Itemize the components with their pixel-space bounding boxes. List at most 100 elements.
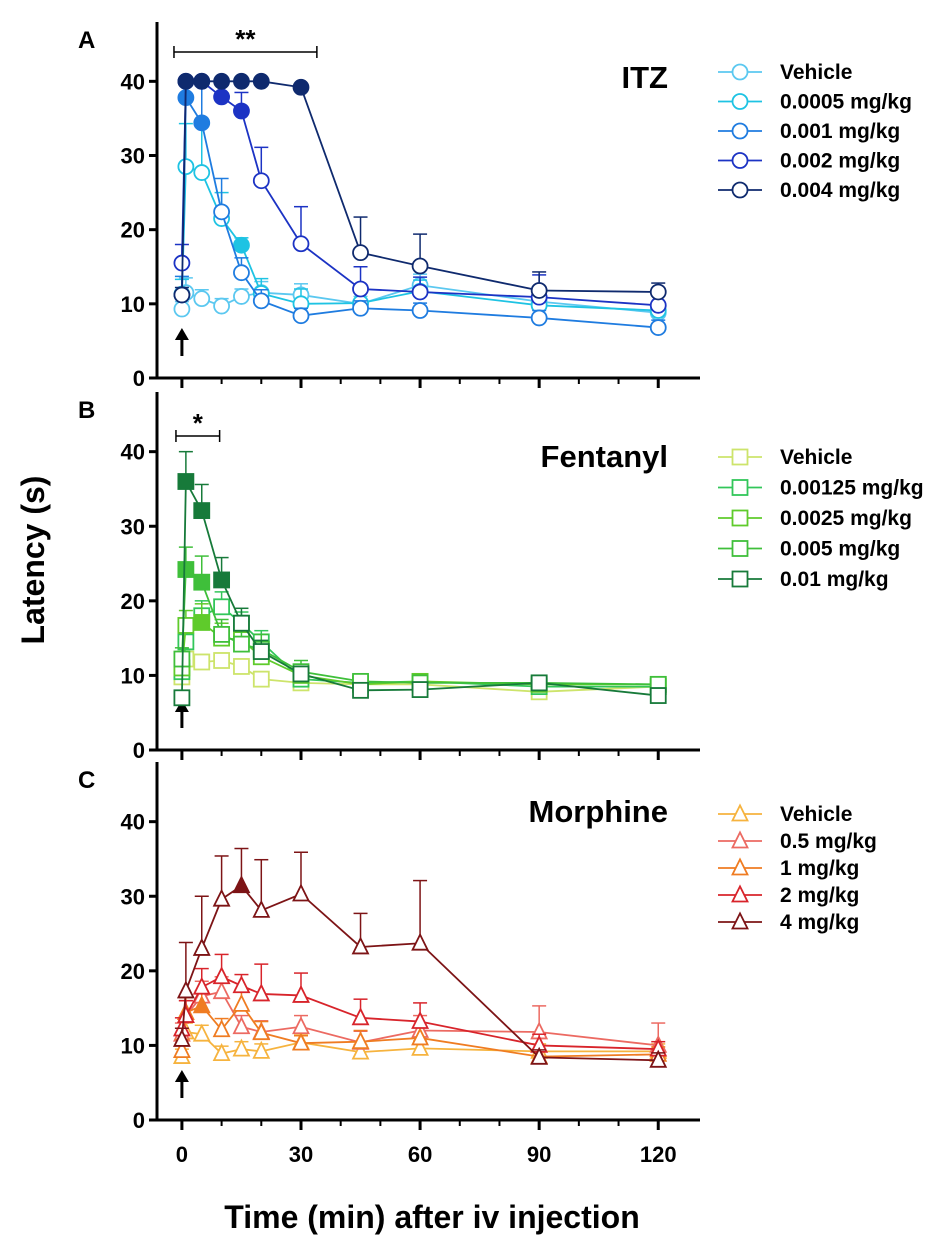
panel-title: Morphine bbox=[529, 794, 669, 829]
data-point bbox=[213, 598, 231, 616]
data-point bbox=[252, 72, 270, 90]
significance-label: ** bbox=[235, 24, 256, 54]
legend-entry: Vehicle bbox=[718, 446, 852, 469]
data-point bbox=[411, 302, 429, 319]
data-point bbox=[292, 883, 310, 902]
data-point bbox=[351, 1031, 370, 1050]
data-point bbox=[352, 280, 369, 298]
legend-marker bbox=[731, 152, 749, 169]
data-point bbox=[213, 203, 231, 221]
x-tick-label: 120 bbox=[640, 1142, 677, 1167]
data-point bbox=[193, 502, 211, 519]
data-point bbox=[173, 300, 191, 318]
data-point bbox=[530, 309, 548, 327]
y-tick-label: 30 bbox=[121, 144, 145, 169]
data-point bbox=[177, 617, 195, 634]
legend-marker bbox=[731, 911, 749, 930]
y-tick-label: 20 bbox=[121, 959, 145, 984]
data-point bbox=[193, 653, 211, 671]
data-point bbox=[212, 1042, 231, 1061]
y-tick-label: 10 bbox=[121, 1033, 145, 1058]
data-point bbox=[176, 980, 195, 999]
data-point bbox=[213, 652, 231, 669]
data-point bbox=[232, 1016, 251, 1035]
y-tick-label: 40 bbox=[121, 810, 145, 835]
y-tick-label: 40 bbox=[121, 69, 145, 94]
data-point bbox=[252, 172, 270, 190]
legend-marker bbox=[731, 570, 749, 588]
legend-marker bbox=[731, 857, 749, 876]
data-point bbox=[177, 158, 195, 176]
data-point bbox=[193, 614, 211, 631]
legend-marker bbox=[731, 93, 749, 110]
data-point bbox=[213, 297, 231, 315]
y-tick-label: 10 bbox=[121, 663, 145, 688]
legend-label: Vehicle bbox=[780, 446, 852, 469]
legend-label: Vehicle bbox=[780, 803, 852, 826]
legend-entry: Vehicle bbox=[718, 803, 852, 826]
data-point bbox=[252, 670, 270, 688]
data-point bbox=[233, 614, 250, 632]
legend-entry: 4 mg/kg bbox=[718, 911, 859, 934]
data-point bbox=[411, 257, 429, 275]
legend-label: Vehicle bbox=[780, 61, 852, 84]
x-axis-title: Time (min) after iv injection bbox=[224, 1199, 639, 1235]
data-point bbox=[411, 932, 430, 951]
legend-entry: Vehicle bbox=[718, 61, 852, 84]
data-point bbox=[233, 72, 250, 90]
legend-entry: 1 mg/kg bbox=[718, 857, 859, 880]
data-point bbox=[292, 235, 310, 253]
data-point bbox=[232, 993, 251, 1012]
series bbox=[173, 72, 667, 304]
data-point bbox=[213, 72, 231, 90]
data-point bbox=[530, 282, 548, 299]
data-point bbox=[232, 975, 251, 994]
data-point bbox=[233, 635, 250, 653]
panel-A: 0 10 20 30 40 A ITZ ** Vehicle 0.0005 mg/kg 0.001 … bbox=[78, 22, 912, 391]
legend-entry: 0.5 mg/kg bbox=[718, 830, 877, 853]
injection-arrow-head bbox=[174, 1070, 189, 1082]
data-point bbox=[649, 1049, 668, 1068]
data-point bbox=[173, 286, 191, 304]
legend-marker bbox=[731, 803, 749, 822]
series-line bbox=[181, 567, 659, 686]
data-point bbox=[193, 114, 211, 132]
x-tick-label: 60 bbox=[408, 1142, 432, 1167]
panel-title: ITZ bbox=[622, 60, 669, 95]
y-tick-label: 30 bbox=[121, 884, 145, 909]
panel-C: 0 10 20 30 40 0 30 60 90 120 C Morphine Vehicle 0.5 m… bbox=[78, 762, 877, 1167]
data-point bbox=[352, 244, 369, 262]
data-point bbox=[176, 1004, 195, 1023]
series-line bbox=[181, 478, 659, 698]
data-point bbox=[411, 1010, 430, 1029]
data-point bbox=[351, 1007, 370, 1026]
y-tick-label: 20 bbox=[121, 218, 145, 243]
data-point bbox=[193, 164, 211, 181]
data-point bbox=[252, 899, 271, 918]
data-point bbox=[252, 1022, 271, 1041]
data-point bbox=[192, 1023, 211, 1042]
y-axis-title: Latency (s) bbox=[15, 476, 51, 645]
data-point bbox=[411, 283, 429, 301]
data-point bbox=[649, 319, 667, 336]
y-tick-label: 0 bbox=[133, 1108, 145, 1133]
legend-entry: 2 mg/kg bbox=[718, 884, 859, 907]
panel-letter: B bbox=[78, 397, 95, 424]
series bbox=[173, 450, 667, 707]
data-point bbox=[411, 1027, 430, 1046]
data-point bbox=[177, 72, 195, 90]
legend-label: 2 mg/kg bbox=[780, 884, 859, 907]
legend-marker bbox=[731, 448, 749, 466]
data-point bbox=[192, 995, 211, 1014]
legend-marker bbox=[731, 122, 749, 140]
data-point bbox=[213, 571, 231, 589]
data-point bbox=[192, 937, 211, 956]
data-point bbox=[177, 561, 195, 578]
legend-label: 0.004 mg/kg bbox=[780, 179, 900, 202]
panel-B: 0 10 20 30 40 B Fentanyl * Vehicle 0.00125 mg/kg 0… bbox=[78, 392, 924, 763]
data-point bbox=[649, 687, 667, 704]
data-point bbox=[172, 1028, 191, 1047]
series bbox=[172, 847, 668, 1068]
data-point bbox=[172, 1039, 191, 1059]
data-point bbox=[192, 976, 211, 995]
